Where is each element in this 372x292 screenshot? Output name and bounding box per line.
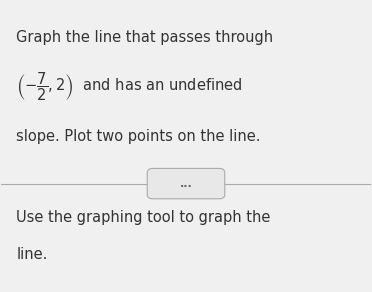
- Text: ...: ...: [180, 179, 192, 189]
- Text: Graph the line that passes through: Graph the line that passes through: [16, 30, 273, 45]
- Text: line.: line.: [16, 247, 48, 262]
- Text: Use the graphing tool to graph the: Use the graphing tool to graph the: [16, 210, 270, 225]
- Text: $\left(-\dfrac{7}{2},2\right)$  and has an undefined: $\left(-\dfrac{7}{2},2\right)$ and has a…: [16, 71, 243, 103]
- FancyBboxPatch shape: [147, 168, 225, 199]
- Text: slope. Plot two points on the line.: slope. Plot two points on the line.: [16, 129, 261, 144]
